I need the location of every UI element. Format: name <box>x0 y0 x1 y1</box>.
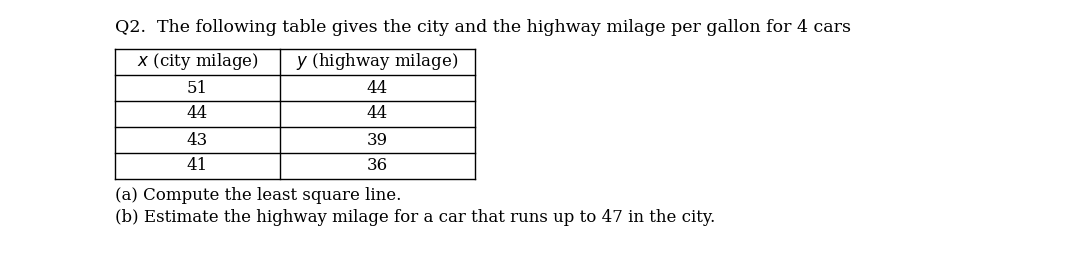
Text: 41: 41 <box>187 158 208 175</box>
Text: $x$ (city milage): $x$ (city milage) <box>136 51 258 73</box>
Text: Q2.  The following table gives the city and the highway milage per gallon for 4 : Q2. The following table gives the city a… <box>114 19 851 36</box>
Text: (a) Compute the least square line.: (a) Compute the least square line. <box>114 187 402 204</box>
Text: 44: 44 <box>367 106 388 122</box>
Text: (b) Estimate the highway milage for a car that runs up to 47 in the city.: (b) Estimate the highway milage for a ca… <box>114 209 715 226</box>
Text: 36: 36 <box>367 158 388 175</box>
Text: $y$ (highway milage): $y$ (highway milage) <box>296 51 459 73</box>
Text: 39: 39 <box>367 131 388 149</box>
Text: 43: 43 <box>187 131 208 149</box>
Text: 44: 44 <box>187 106 208 122</box>
Text: 51: 51 <box>187 79 208 97</box>
Text: 44: 44 <box>367 79 388 97</box>
